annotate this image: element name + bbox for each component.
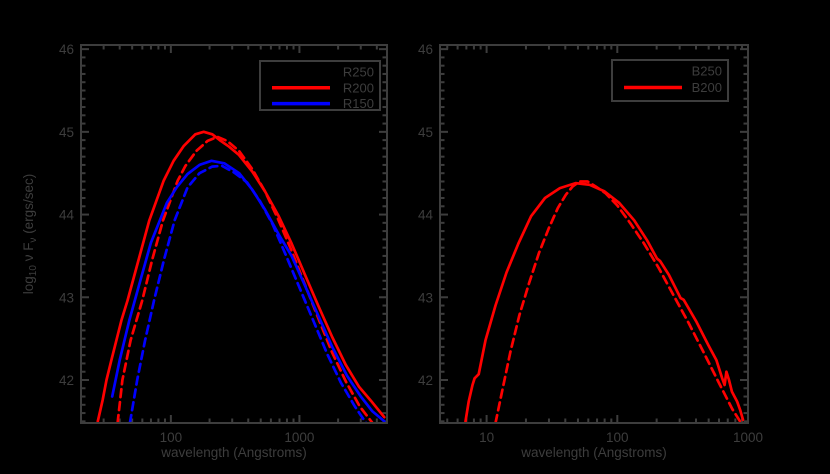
y-tick-label: 45	[418, 125, 433, 140]
x-axis-label: wavelength (Angstroms)	[160, 445, 307, 460]
legend-label-R150: R150	[343, 96, 374, 111]
y-tick-label: 43	[418, 290, 433, 305]
legend-label-B250: B250	[692, 64, 722, 79]
legend-label-B200: B200	[692, 80, 722, 95]
legend-label-R200: R200	[343, 80, 374, 95]
y-tick-label: 44	[59, 208, 75, 223]
y-tick-label: 46	[418, 42, 433, 57]
series-R200-model	[96, 130, 386, 422]
panel-right: 10 100 1000 42 43 44 45 46 wavelength (Angstroms…	[418, 42, 763, 460]
panel-left: 100 1000 42 43 44 45 46 wavelength (Angstroms) l…	[21, 42, 388, 460]
legend-box	[611, 59, 729, 102]
y-tick-label: 46	[59, 42, 74, 57]
y-tick-label: 43	[59, 290, 74, 305]
panel-frame	[439, 44, 749, 424]
y-tick-label: 42	[59, 373, 74, 388]
y-tick-label: 42	[418, 373, 433, 388]
x-tick-label: 100	[606, 430, 629, 445]
legend-box	[259, 60, 381, 111]
y-tick-label: 44	[418, 208, 434, 223]
y-axis-label: log10 ν Fν (ergs/sec)	[21, 174, 39, 294]
panel-frame	[80, 44, 388, 424]
series-B200-blackbody	[494, 180, 743, 422]
x-tick-label: 100	[160, 430, 183, 445]
series-R200-blackbody	[116, 135, 374, 422]
x-axis-label: wavelength (Angstroms)	[520, 445, 667, 460]
x-tick-label: 10	[479, 430, 494, 445]
legend-label-R250: R250	[343, 65, 374, 80]
x-tick-label: 1000	[733, 430, 763, 445]
y-tick-label: 45	[59, 125, 74, 140]
series-R150-blackbody	[128, 164, 367, 422]
x-tick-label: 1000	[284, 430, 314, 445]
series-R150-model	[110, 159, 386, 422]
series-B200-model	[464, 181, 745, 422]
